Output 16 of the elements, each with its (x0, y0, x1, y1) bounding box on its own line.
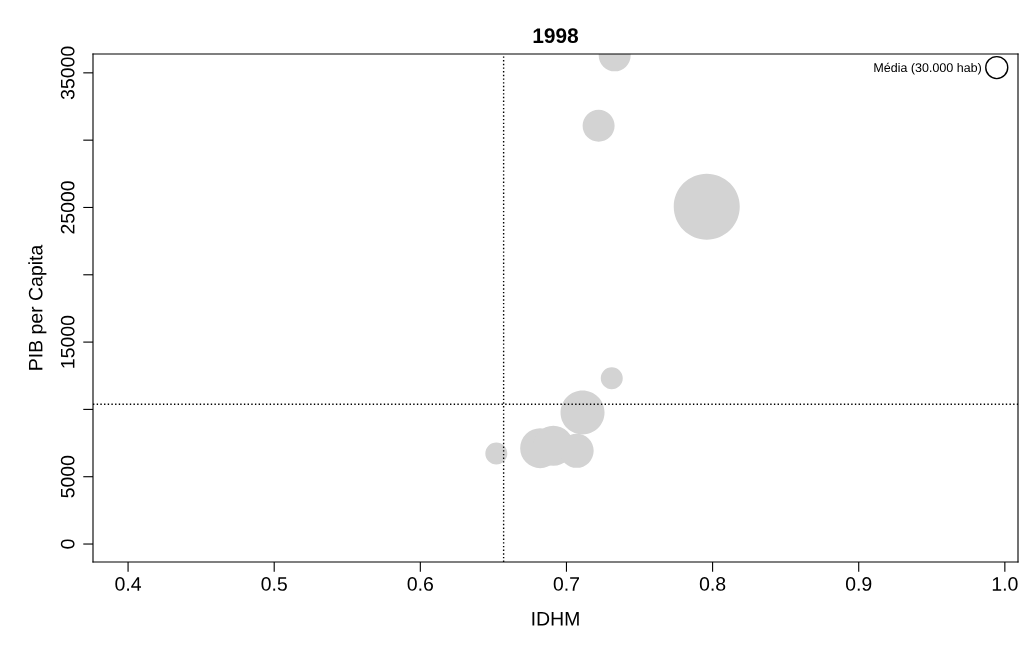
y-tick-label: 25000 (60, 181, 75, 234)
legend-label: Média (30.000 hab) (874, 62, 981, 75)
x-tick-label: 0.5 (261, 577, 287, 591)
x-tick-label: 0.7 (553, 577, 579, 591)
x-tick-label: 1.0 (992, 577, 1018, 591)
y-tick-label: 5000 (60, 455, 75, 498)
x-tick-label: 0.6 (407, 577, 433, 591)
x-tick-label: 0.9 (845, 577, 872, 591)
y-tick-label: 0 (60, 539, 75, 549)
y-tick-label: 15000 (60, 315, 75, 368)
x-tick-label: 0.8 (699, 577, 726, 591)
x-axis-title: IDHM (532, 612, 579, 626)
x-tick-label: 0.4 (115, 577, 142, 591)
y-tick-label: 35000 (60, 46, 75, 100)
y-axis-title: PIB per Capita (28, 244, 47, 370)
chart-title: 1998 (533, 28, 579, 44)
